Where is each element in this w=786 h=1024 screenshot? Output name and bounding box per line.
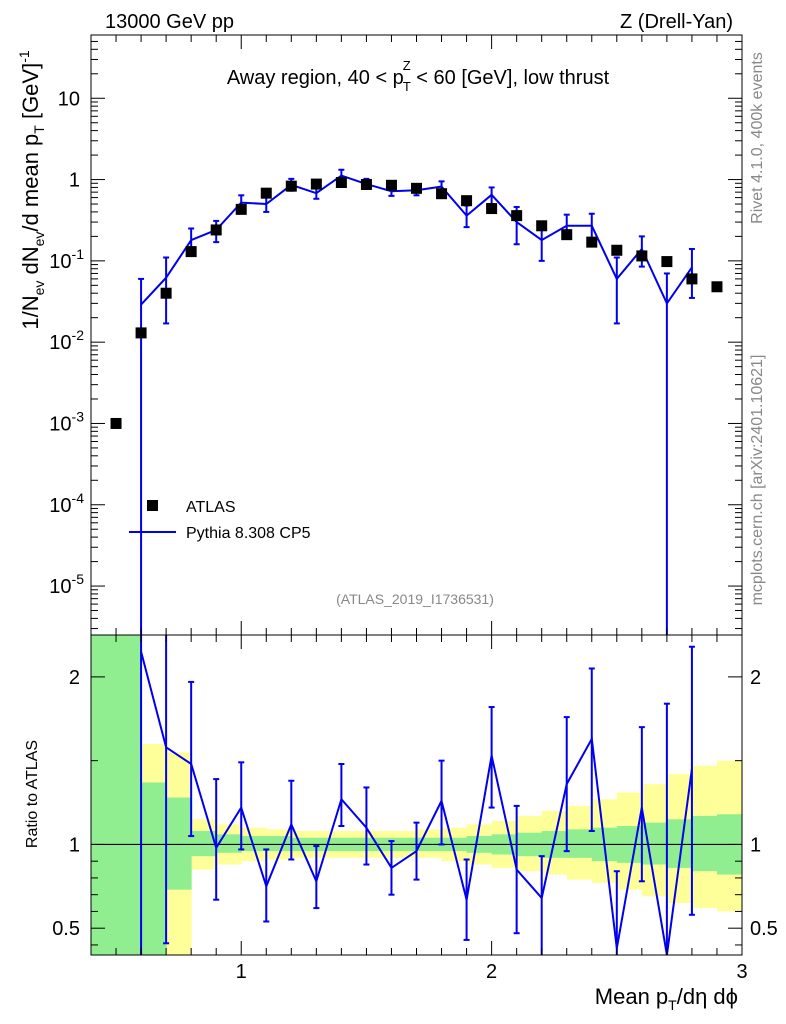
ratio-y-tick-label-right: 2 <box>750 667 761 689</box>
uncertainty-band-inner <box>166 797 192 890</box>
ratio-y-tick-label-right: 0.5 <box>750 918 778 940</box>
uncertainty-band-inner <box>691 815 718 872</box>
atlas-data-point <box>160 287 172 299</box>
uncertainty-band-inner <box>266 836 292 852</box>
atlas-data-point <box>686 273 698 285</box>
main-panel-frame <box>90 34 743 636</box>
main-plot-area <box>110 168 723 635</box>
atlas-data-point <box>235 203 247 215</box>
atlas-data-point <box>461 195 473 207</box>
y-tick-label: 10 <box>58 88 80 110</box>
ratio-plot-area <box>91 635 743 956</box>
x-tick-label: 1 <box>236 961 247 983</box>
atlas-data-point <box>135 327 147 339</box>
xlabel-sub: T <box>668 997 677 1013</box>
ratio-panel: 0.5 0.5 1 1 2 2 1 2 3 Ratio to ATLAS Mean pT/dη … <box>24 634 778 1013</box>
uncertainty-band-inner <box>116 635 142 955</box>
header-right-label: Z (Drell-Yan) <box>620 11 733 33</box>
atlas-data-point <box>360 178 372 190</box>
atlas-data-point <box>611 244 623 256</box>
uncertainty-band-inner <box>141 782 167 955</box>
header-left-label: 13000 GeV pp <box>105 11 234 33</box>
main-ticks: 10-5 10-4 10-3 10-2 10-1 1 10 <box>49 34 743 635</box>
atlas-data-point <box>436 188 448 200</box>
atlas-data-point <box>411 182 422 194</box>
atlas-data-point <box>285 180 297 192</box>
atlas-data-point <box>385 179 397 191</box>
atlas-data-point <box>586 236 598 248</box>
atlas-data-point <box>711 281 723 293</box>
ratio-ylabel: Ratio to ATLAS <box>24 740 41 848</box>
legend-mc-label: Pythia 8.308 CP5 <box>186 525 311 542</box>
y-tick-label: 10-4 <box>49 490 84 517</box>
uncertainty-band-inner <box>566 829 593 858</box>
main-title-pre: Away region, 40 < p <box>227 67 404 89</box>
main-title-post: < 60 [GeV], low thrust <box>411 67 610 89</box>
xlabel-post: /dη dϕ <box>677 984 738 1009</box>
x-tick-label: 2 <box>486 961 497 983</box>
atlas-data-point <box>636 250 648 262</box>
y-tick-label: 10-1 <box>49 246 84 273</box>
legend: ATLAS Pythia 8.308 CP5 <box>129 499 311 542</box>
atlas-data-point <box>185 246 197 258</box>
ratio-xlabel: Mean pT/dη dϕ <box>595 984 738 1013</box>
y-tick-label: 10-3 <box>49 408 84 435</box>
main-ylabel: 1/Nev dNev/d mean pT [GeV]-1 <box>16 50 47 330</box>
main-panel: 10-5 10-4 10-3 10-2 10-1 1 10 Away region, 40 … <box>16 34 743 636</box>
atlas-data-point <box>260 187 272 199</box>
source-label: mcplots.cern.ch [arXiv:2401.10621] <box>749 355 766 606</box>
uncertainty-band-inner <box>91 635 117 955</box>
main-title-sub: T <box>403 79 411 94</box>
atlas-data-point <box>110 417 122 429</box>
atlas-data-point <box>335 177 347 189</box>
legend-atlas-label: ATLAS <box>186 499 236 516</box>
atlas-data-point <box>536 220 548 232</box>
ratio-y-tick-label: 1 <box>69 834 80 856</box>
x-tick-label: 3 <box>736 961 747 983</box>
main-title-sup: Z <box>403 58 411 73</box>
xlabel-pre: Mean p <box>595 984 668 1009</box>
rivet-label: Rivet 4.1.0, 400k events <box>749 52 766 224</box>
atlas-data-point <box>486 203 498 215</box>
ratio-y-tick-label-right: 1 <box>750 834 761 856</box>
atlas-data-point <box>310 178 322 190</box>
uncertainty-band-inner <box>216 834 242 853</box>
y-tick-label: 1 <box>69 170 80 192</box>
atlas-data-point <box>511 210 523 222</box>
y-tick-label: 10-5 <box>49 571 84 598</box>
analysis-watermark: (ATLAS_2019_I1736531) <box>336 591 494 607</box>
atlas-data-point <box>661 256 673 268</box>
y-tick-label: 10-2 <box>49 327 84 354</box>
ratio-y-tick-label: 2 <box>69 667 80 689</box>
legend-atlas-marker <box>147 500 158 511</box>
ratio-ticks: 0.5 0.5 1 1 2 2 1 2 3 <box>52 635 778 983</box>
uncertainty-band-inner <box>241 836 267 852</box>
ratio-y-tick-label: 0.5 <box>52 918 80 940</box>
main-title: Away region, 40 < pTZ < 60 [GeV], low th… <box>227 58 610 94</box>
atlas-data-point <box>210 224 222 236</box>
atlas-data-point <box>561 229 573 241</box>
